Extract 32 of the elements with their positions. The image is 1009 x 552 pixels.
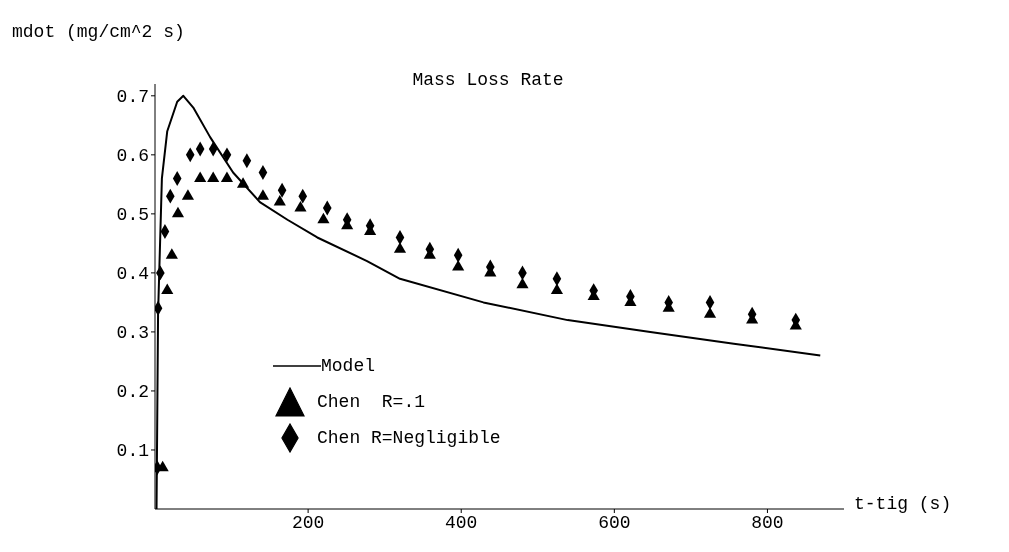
point [220,171,234,182]
point [393,242,407,253]
y-tick-label: 0.6 [116,146,149,167]
x-tick-label: 800 [751,512,784,533]
y-tick-label: 0.3 [116,323,149,344]
legend-label: Chen R=Negligible [317,427,501,450]
y-tick-label: 0.4 [116,264,149,285]
legend-label: Chen R=.1 [317,391,426,414]
point [194,171,207,182]
x-tick-label: 600 [598,512,631,533]
point [317,212,330,224]
y-axis-title: mdot (mg/cm^2 s) [12,22,185,42]
point [256,189,270,200]
y-tick-label: 0.1 [116,441,149,462]
chart-title: Mass Loss Rate [411,70,565,90]
point [550,283,563,295]
point [181,189,194,200]
point [273,195,286,206]
point [207,171,220,182]
point [165,248,178,259]
point [703,307,717,318]
point [171,206,185,218]
x-tick-label: 400 [445,512,478,533]
point [516,277,529,289]
y-tick-label: 0.2 [116,382,149,403]
point [161,283,174,295]
x-axis-title: t-tig (s) [854,494,952,514]
point [236,177,250,188]
y-tick-label: 0.7 [116,87,149,108]
x-tick-label: 200 [291,512,325,533]
y-tick-label: 0.5 [116,205,149,226]
legend-label: Model [321,355,376,378]
